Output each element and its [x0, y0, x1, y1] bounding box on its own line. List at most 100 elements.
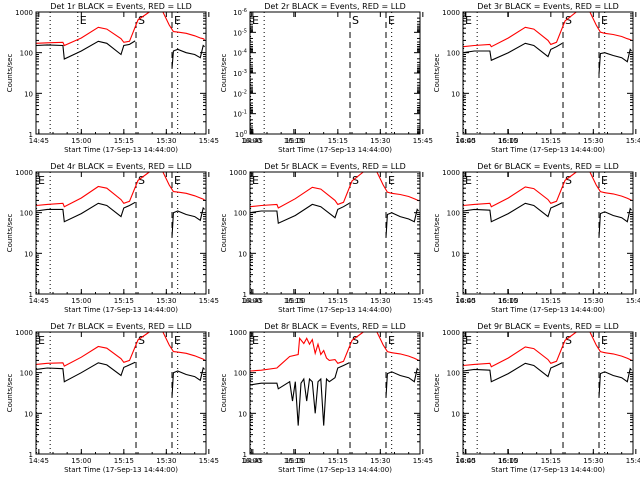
- x-tick-label: 15:15: [328, 137, 348, 145]
- y-tick-label: 10: [24, 250, 33, 258]
- panel-title: Det 2r BLACK = Events, RED = LLD: [264, 2, 406, 11]
- plot-frame: [35, 11, 207, 135]
- series-events-line: [463, 202, 633, 238]
- y-tick-label: 100: [234, 210, 247, 218]
- x-tick-label: 15:00: [498, 457, 518, 465]
- plot-frame: [35, 171, 207, 295]
- panel-9r: Det 9r BLACK = Events, RED = LLDESE11010…: [433, 322, 640, 474]
- y-tick-label: 10-6: [233, 8, 247, 17]
- x-tick-label: 16:00: [455, 297, 475, 305]
- series-events-line: [463, 362, 633, 398]
- x-tick-label: 15:00: [71, 137, 91, 145]
- x-axis-title: Start Time (17-Sep-13 14:44:00): [278, 466, 392, 474]
- marker-label: S: [565, 14, 572, 27]
- x-tick-label: 15:45: [199, 297, 219, 305]
- y-tick-label: 10: [24, 90, 33, 98]
- y-tick-label: 10-1: [233, 110, 247, 119]
- panel-title: Det 5r BLACK = Events, RED = LLD: [264, 162, 406, 171]
- y-tick-label: 1: [456, 291, 460, 299]
- panel-title: Det 4r BLACK = Events, RED = LLD: [50, 162, 192, 171]
- y-tick-label: 10-4: [233, 49, 247, 58]
- y-axis-title: Counts/sec: [6, 214, 14, 253]
- x-tick-label: 15:15: [114, 137, 134, 145]
- panel-1r: Det 1r BLACK = Events, RED = LLD E S E 1 10 10…: [6, 2, 304, 154]
- series-events-line: [36, 40, 205, 69]
- y-tick-label: 1000: [442, 9, 460, 17]
- x-tick-label: 16:15: [498, 297, 518, 305]
- y-tick-label: 10: [451, 410, 460, 418]
- y-tick-label: 1000: [442, 329, 460, 337]
- y-tick-label: 10-3: [233, 69, 247, 78]
- y-tick-label: 1000: [15, 169, 33, 177]
- marker-label: E: [252, 174, 259, 187]
- panel-title: Det 6r BLACK = Events, RED = LLD: [477, 162, 619, 171]
- plot-frame: [35, 331, 207, 455]
- x-tick-label: 15:45: [413, 297, 433, 305]
- panel-title: Det 9r BLACK = Events, RED = LLD: [477, 322, 619, 331]
- y-tick-label: 10-2: [233, 89, 247, 98]
- x-axis-title: Start Time (17-Sep-13 14:44:00): [491, 466, 605, 474]
- x-tick-label: 16:15: [284, 137, 304, 145]
- plot-frame: [249, 11, 421, 135]
- y-axis-title: Counts/sec: [433, 214, 441, 253]
- plot-frame: [249, 331, 421, 455]
- panel-3r: Det 3r BLACK = Events, RED = LLDESE11010…: [433, 2, 640, 154]
- x-tick-label: 15:45: [199, 457, 219, 465]
- y-tick-label: 10-5: [233, 28, 247, 37]
- y-tick-label: 1: [29, 451, 33, 459]
- x-tick-label: 14:45: [243, 137, 263, 145]
- x-tick-label: 15:00: [71, 297, 91, 305]
- y-tick-label: 10: [24, 410, 33, 418]
- y-tick-label: 10: [451, 250, 460, 258]
- x-tick-label: 15:45: [626, 457, 640, 465]
- x-tick-label: 15:00: [498, 297, 518, 305]
- x-tick-label: 15:45: [413, 457, 433, 465]
- x-tick-label: 15:15: [328, 297, 348, 305]
- marker-label: E: [252, 14, 259, 27]
- x-tick-label: 14:45: [456, 297, 476, 305]
- y-tick-label: 1000: [15, 9, 33, 17]
- x-tick-label: 14:45: [243, 297, 263, 305]
- x-tick-label: 15:00: [71, 457, 91, 465]
- x-tick-label: 16:00: [455, 137, 475, 145]
- marker-label: S: [138, 334, 145, 347]
- series-events-line: [250, 362, 420, 426]
- y-axis-title: Counts/sec: [220, 374, 228, 413]
- x-tick-label: 15:30: [156, 297, 176, 305]
- x-tick-label: 16:00: [455, 457, 475, 465]
- plot-frame: [462, 331, 634, 455]
- y-tick-label: 1: [456, 131, 460, 139]
- panel-title: Det 3r BLACK = Events, RED = LLD: [477, 2, 619, 11]
- x-axis-title: Start Time (17-Sep-13 14:44:00): [491, 146, 605, 154]
- y-axis-title: Counts/sec: [220, 54, 228, 93]
- x-tick-label: 15:30: [156, 457, 176, 465]
- x-tick-label: 15:45: [413, 137, 433, 145]
- y-tick-label: 10: [238, 410, 247, 418]
- y-tick-label: 100: [447, 370, 460, 378]
- x-tick-label: 16:15: [284, 457, 304, 465]
- marker-label: E: [465, 174, 472, 187]
- panel-2r: Det 2r BLACK = Events, RED = LLD E S E 10-6 1…: [220, 2, 518, 154]
- plot-frame: [249, 171, 421, 295]
- panel-6r: Det 6r BLACK = Events, RED = LLDESE11010…: [433, 162, 640, 314]
- x-tick-label: 16:15: [284, 297, 304, 305]
- series-lld-line: [463, 12, 632, 48]
- x-tick-label: 15:30: [583, 297, 603, 305]
- y-tick-label: 100: [20, 370, 33, 378]
- x-tick-label: 15:00: [285, 297, 305, 305]
- marker-label: S: [565, 334, 572, 347]
- x-tick-label: 15:00: [285, 457, 305, 465]
- x-tick-label: 15:30: [370, 297, 390, 305]
- series-lld-line: [36, 172, 205, 208]
- x-tick-label: 16:15: [498, 137, 518, 145]
- panel-8r: Det 8r BLACK = Events, RED = LLD E S E 1 10 10…: [220, 322, 518, 474]
- panel-title: Det 1r BLACK = Events, RED = LLD: [50, 2, 192, 11]
- x-tick-label: 14:45: [29, 457, 49, 465]
- x-tick-label: 16:00: [241, 297, 261, 305]
- plot-frame: [462, 171, 634, 295]
- x-axis-title: Start Time (17-Sep-13 14:44:00): [278, 146, 392, 154]
- y-tick-label: 1000: [15, 329, 33, 337]
- y-tick-label: 1000: [229, 329, 247, 337]
- x-tick-label: 15:15: [114, 457, 134, 465]
